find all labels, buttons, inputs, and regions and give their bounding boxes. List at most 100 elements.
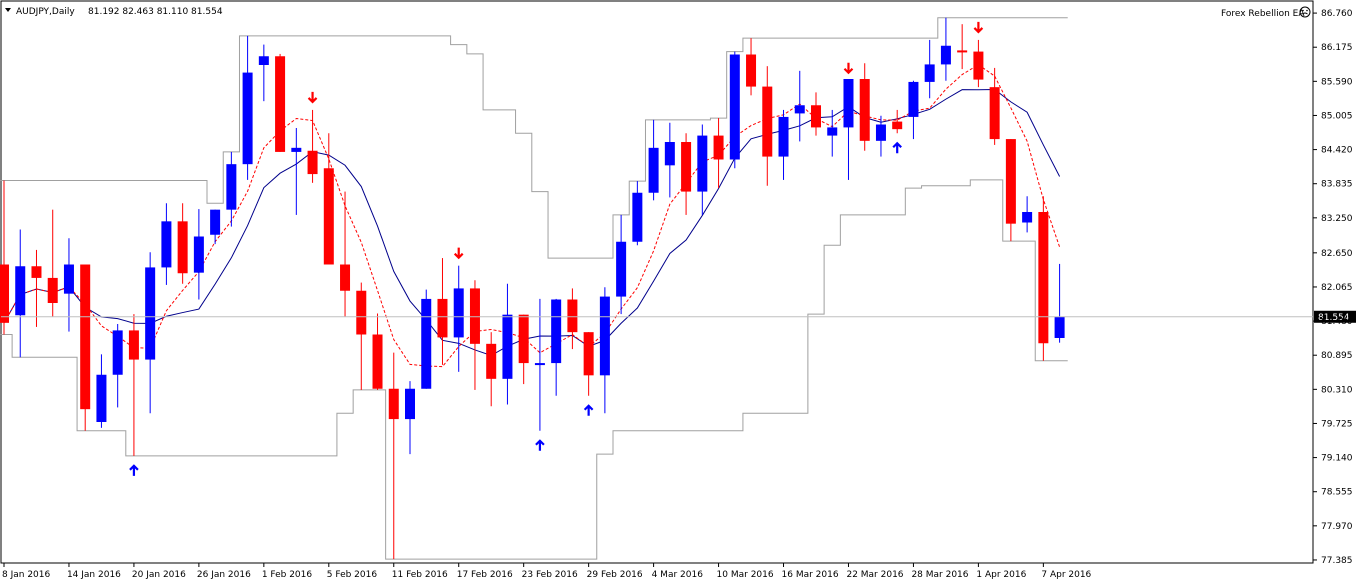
buy-arrow-icon [892,141,902,154]
candle [80,264,91,431]
arrow-layer [129,21,984,476]
candle-body [664,142,675,166]
candle-body [15,266,26,316]
candle [112,324,123,408]
candle [713,118,724,189]
price-axis: 86.760 86.175 85.590 85.005 84.420 83.835 83.2… [1313,9,1353,566]
candle-body [145,267,156,360]
candle-body [275,56,286,152]
candle-body [778,116,789,157]
candle [275,53,286,152]
candle-layer [0,17,1065,560]
candle [307,109,318,183]
candle [1022,196,1033,233]
candle-body [957,50,968,53]
candle-body [340,264,351,291]
candle-body [843,79,854,128]
x-tick-label: 17 Feb 2016 [457,570,513,580]
sell-arrow-icon [453,247,464,260]
candle-body [405,388,415,420]
candle-body [210,209,221,235]
candle-body [924,64,935,82]
candle-body [31,266,42,278]
time-axis: 8 Jan 2016 14 Jan 2016 20 Jan 2016 26 Jan 2… [2,563,1092,580]
candle-body [940,45,951,65]
candle [161,203,172,285]
plot-frame [0,0,1314,564]
symbol-label: AUDJPY,Daily [16,7,75,17]
y-tick-label: 78.555 [1321,488,1353,498]
candle-body [96,374,107,422]
candle [258,44,269,102]
x-tick-label: 8 Jan 2016 [2,570,50,580]
buy-arrow-icon [129,464,139,476]
candle [128,314,139,456]
candle [632,181,643,246]
candle-body [469,288,480,344]
candle-body [681,142,692,192]
ma-slow-line [3,88,1061,357]
candle [648,119,659,201]
channel-lower-line [0,179,1068,560]
candle-body [502,314,513,379]
sell-arrow-icon [843,62,854,75]
candle-body [112,330,123,375]
candle-body [388,388,399,420]
candle [940,17,951,81]
y-tick-label: 85.590 [1321,77,1353,87]
candle-body [193,236,204,273]
candle [908,80,919,140]
candle [778,109,789,180]
y-tick-label: 81.480 [1321,317,1353,327]
candle [957,24,968,70]
candle [405,381,415,455]
chart-header: AUDJPY,Daily 81.192 82.463 81.110 81.554… [5,6,1311,19]
candle [226,151,237,227]
x-tick-label: 10 Mar 2016 [717,570,774,580]
candle [518,314,529,385]
candle-body [518,314,529,364]
candle [875,115,886,157]
candle-body [794,105,805,114]
y-tick-label: 86.175 [1321,43,1353,53]
candle [0,180,9,335]
candle-body [648,147,659,193]
candle-body [697,135,708,192]
candle-body [989,87,1000,140]
candle-body [616,241,627,297]
candle-body [567,299,578,333]
candle [567,288,578,350]
candle [145,252,156,414]
candle-body [421,298,432,389]
candle [924,39,935,99]
x-tick-label: 29 Feb 2016 [587,570,643,580]
candle-body [534,363,545,366]
y-tick-label: 85.005 [1321,111,1353,121]
candle [892,109,903,134]
candle-body [827,127,838,136]
candle-body [307,150,318,175]
candle [323,133,334,265]
buy-arrow-icon [535,439,545,451]
x-tick-label: 16 Mar 2016 [782,570,839,580]
candle-body [762,86,773,157]
candle [96,354,107,428]
y-tick-label: 79.140 [1321,454,1353,464]
x-tick-label: 1 Feb 2016 [262,570,313,580]
candle-body [242,72,253,165]
candle [63,238,74,332]
candle [356,282,367,390]
candle [534,298,545,431]
candle-body [859,79,870,141]
candle [437,258,448,365]
smiley-icon[interactable] [1299,6,1311,18]
candle [583,332,594,396]
candle-body [599,296,610,376]
x-tick-label: 1 Apr 2016 [976,570,1026,580]
x-tick-label: 4 Mar 2016 [652,570,704,580]
dropdown-triangle-icon[interactable] [5,8,11,12]
candle [843,79,854,180]
y-tick-label: 79.725 [1321,419,1353,429]
x-tick-label: 11 Feb 2016 [392,570,448,580]
